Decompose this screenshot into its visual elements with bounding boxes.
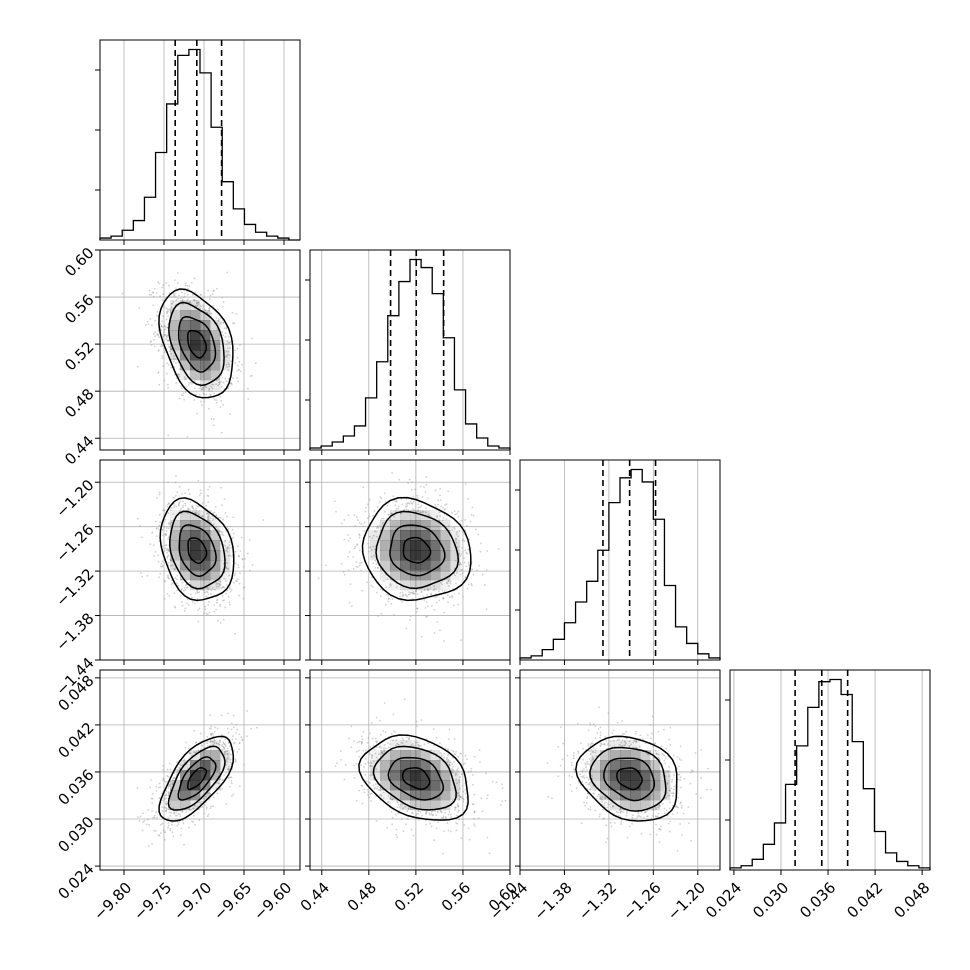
y-tick-label: 0.52 [61,338,97,374]
contour-3 [159,497,235,602]
density-panel-0-3 [95,669,301,875]
x-tick-label: −9.65 [210,879,255,924]
panel-border [309,669,511,871]
y-tick-label: 0.48 [61,385,97,421]
scatter-points [136,475,265,635]
panel-border [309,249,511,451]
x-tick-label: −1.32 [575,879,620,924]
density-content [121,271,257,438]
contour-2 [375,510,460,590]
x-tick-label: −1.20 [664,879,709,924]
y-tick-label: −1.20 [52,476,97,521]
contour-2 [167,745,226,811]
histogram-step-0 [99,48,300,241]
y-tick-label: 0.024 [54,860,97,903]
panel-border [99,249,301,451]
contour-3 [358,734,469,821]
hist-panel-1 [305,249,511,455]
x-tick-label: 0.48 [344,879,380,915]
contour-0 [401,767,431,790]
contour-3 [361,496,472,602]
density-content [546,706,712,852]
y-tick-label: 0.042 [54,719,97,762]
contour-2 [169,510,226,590]
x-tick-label: 0.52 [391,879,427,915]
x-tick-label: 0.048 [890,879,933,922]
density-content [334,698,507,855]
histogram-step-3 [729,678,931,870]
density-panel-2-3 [515,669,721,875]
contour-2 [589,746,667,812]
hist-panel-3 [725,669,931,875]
density-panel-0-2 [95,459,301,665]
x-tick-label: 0.024 [702,879,745,922]
panel-background [730,670,930,870]
y-tick-label: 0.60 [61,244,97,280]
x-tick-label: −9.60 [250,879,295,924]
contour-3 [575,735,678,822]
panel-border [99,669,301,871]
histogram-step-1 [309,258,511,450]
contour-1 [177,756,217,801]
density-panel-1-3 [305,669,511,875]
x-tick-label: 0.030 [749,879,792,922]
panel-border [99,39,301,241]
scatter-points [136,710,258,847]
histogram-step-2 [519,468,721,660]
y-tick-label: 0.44 [61,432,97,468]
density-content [136,710,258,847]
density-content [317,472,500,642]
x-tick-label: −1.38 [531,879,576,924]
y-tick-label: −1.38 [52,609,97,654]
density-panel-1-2 [305,459,511,665]
panel-border [99,459,301,661]
contour-1 [603,757,656,802]
x-tick-label: −9.70 [170,879,215,924]
hist-panel-2 [515,459,721,665]
x-tick-label: −1.26 [619,879,664,924]
contour-2 [168,301,225,387]
panel-border [309,459,511,661]
density-panel-0-1 [95,249,301,455]
x-tick-label: −9.75 [130,879,175,924]
contour-3 [158,735,235,822]
x-tick-label: 0.56 [438,879,474,915]
hist-panel-0 [95,39,301,245]
contour-0 [616,767,643,791]
contour-1 [177,315,217,373]
contour-1 [387,756,445,801]
y-tick-label: 0.56 [61,291,97,327]
panel-border [729,669,931,871]
panel-background [310,250,510,450]
density-content [136,475,265,635]
contour-1 [389,524,446,577]
contour-0 [187,766,208,791]
contour-0 [187,537,208,564]
panel-border [519,669,721,871]
y-tick-label: 0.036 [54,766,97,809]
contour-1 [178,524,217,578]
x-tick-label: −9.80 [90,879,135,924]
y-tick-label: −1.32 [52,565,97,610]
x-tick-label: 0.042 [843,879,886,922]
y-tick-label: 0.030 [54,813,97,856]
x-tick-label: 0.036 [796,879,839,922]
x-tick-label: 0.44 [297,879,333,915]
scatter-points [546,706,712,852]
y-tick-label: −1.26 [52,520,97,565]
contour-2 [372,745,457,811]
contour-0 [402,536,432,564]
panel-border [519,459,721,661]
contour-3 [158,288,234,399]
contour-0 [186,329,208,359]
